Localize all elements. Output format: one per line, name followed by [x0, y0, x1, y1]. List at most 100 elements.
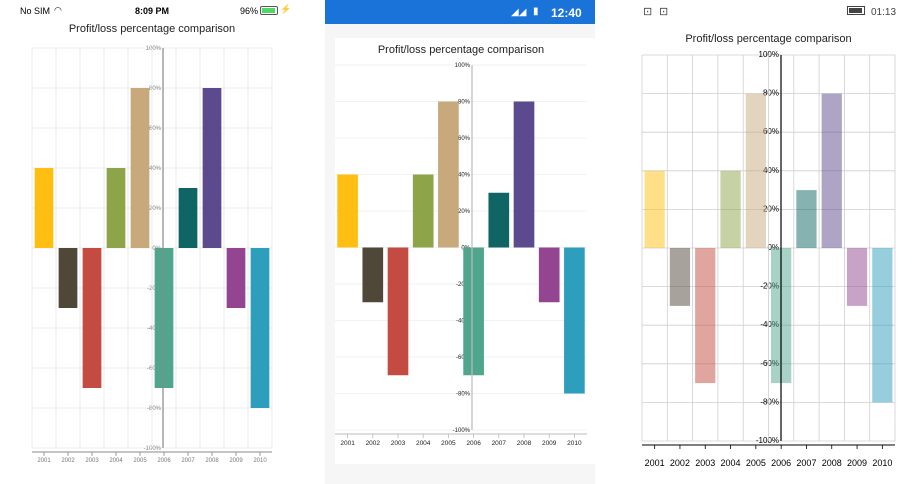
x-tick-label: 2010 — [872, 458, 892, 468]
wifi-icon: ◠ — [54, 5, 62, 15]
x-tick-label: 2004 — [416, 440, 431, 447]
bar-2009 — [538, 247, 560, 303]
y-tick-label: 40% — [458, 173, 471, 179]
chart-title: Profit/loss percentage comparison — [685, 33, 851, 45]
chart-title: Profit/loss percentage comparison — [378, 44, 544, 56]
y-tick-label: 60% — [149, 126, 162, 132]
x-tick-label: 2007 — [181, 458, 195, 464]
x-tick-label: 2001 — [645, 458, 665, 468]
chart-title: Profit/loss percentage comparison — [69, 23, 235, 35]
bar-2008 — [513, 101, 535, 248]
x-tick-label: 2009 — [542, 440, 557, 447]
y-tick-label: -80% — [760, 397, 779, 406]
signal-icon: ◢◢ — [511, 7, 527, 18]
bar-2004 — [106, 168, 126, 248]
x-tick-label: 2008 — [822, 458, 842, 468]
y-tick-label: -20% — [760, 282, 779, 291]
x-tick-label: 2007 — [796, 458, 816, 468]
bar-2006 — [154, 248, 174, 388]
bar-2010 — [872, 248, 893, 403]
chart-ios: Profit/loss percentage comparison -100% -8… — [31, 23, 273, 464]
bar-2006 — [463, 247, 484, 376]
x-tick-label: 2006 — [771, 458, 791, 468]
x-tick-label: 2006 — [466, 440, 481, 447]
bar-2002 — [669, 248, 691, 306]
x-tick-label: 2007 — [492, 440, 507, 447]
y-tick-label: 40% — [149, 166, 162, 172]
status-time: 8:09 PM — [135, 6, 170, 16]
bar-2005 — [438, 101, 459, 248]
bar-2001 — [34, 168, 54, 248]
x-tick-label: 2009 — [229, 458, 243, 464]
ios-status-bar: No SIM ◠ 8:09 PM 96% ⚡ — [0, 0, 300, 22]
y-tick-label: 80% — [149, 86, 162, 92]
bar-2008 — [821, 93, 842, 248]
bar-2005 — [130, 88, 150, 248]
chart-android: Profit/loss percentage comparison -100% -8… — [335, 44, 587, 447]
y-tick-label: 100% — [759, 50, 779, 59]
y-tick-label: 100% — [455, 63, 471, 69]
x-tick-label: 2002 — [670, 458, 690, 468]
x-tick-label: 2010 — [253, 458, 267, 464]
sim-icon: ⊡ — [643, 6, 653, 18]
bar-2009 — [226, 248, 246, 308]
bar-2010 — [250, 248, 270, 408]
bar-2003 — [695, 248, 716, 384]
y-tick-label: -80% — [147, 406, 162, 412]
battery-icon: ▮ — [533, 6, 539, 17]
y-tick-label: 60% — [458, 136, 471, 142]
x-tick-label: 2006 — [157, 458, 171, 464]
y-tick-label: -100% — [756, 436, 779, 445]
x-tick-label: 2003 — [85, 458, 99, 464]
bar-2007 — [488, 192, 510, 248]
x-tick-label: 2002 — [366, 440, 381, 447]
y-tick-label: 60% — [763, 127, 779, 136]
bar-2001 — [644, 170, 665, 248]
bar-2009 — [846, 248, 868, 306]
bar-2003 — [82, 248, 102, 388]
bar-2003 — [387, 247, 409, 376]
x-tick-label: 2001 — [37, 458, 51, 464]
y-tick-label: 20% — [149, 206, 162, 212]
x-tick-label: 2003 — [695, 458, 715, 468]
android-status-bar: ◢◢ ▮ 12:40 — [325, 0, 595, 24]
sim-icon-2: ⊡ — [659, 6, 669, 18]
x-tick-label: 2002 — [61, 458, 75, 464]
x-tick-label: 2005 — [746, 458, 766, 468]
bar-2001 — [337, 174, 358, 248]
bar-2007 — [796, 190, 817, 248]
status-time: 01:13 — [871, 7, 897, 18]
bar-2004 — [412, 174, 434, 248]
carrier-label: No SIM — [20, 6, 51, 16]
windows-status-bar: ⊡ ⊡ 01:13 — [625, 0, 917, 22]
x-tick-label: 2004 — [109, 458, 123, 464]
battery-percent: 96% — [240, 6, 259, 16]
x-tick-label: 2008 — [205, 458, 219, 464]
y-tick-label: 20% — [763, 204, 779, 213]
bar-2008 — [202, 88, 222, 248]
x-tick-label: 2009 — [847, 458, 867, 468]
y-tick-label: -60% — [760, 359, 779, 368]
bar-2002 — [362, 247, 384, 303]
bar-2010 — [564, 247, 585, 394]
x-tick-label: 2001 — [340, 440, 355, 447]
x-tick-label: 2003 — [391, 440, 406, 447]
y-tick-label: -100% — [144, 446, 162, 452]
charging-icon: ⚡ — [280, 4, 292, 14]
x-tick-label: 2008 — [517, 440, 532, 447]
x-tick-label: 2005 — [133, 458, 147, 464]
chart-windows: Profit/loss percentage comparison -100% -8… — [641, 33, 896, 468]
y-tick-label: 100% — [146, 46, 162, 52]
y-tick-label: -40% — [760, 320, 779, 329]
y-tick-label: 20% — [458, 209, 471, 215]
y-tick-label: -60% — [147, 366, 162, 372]
y-tick-label: 80% — [763, 89, 779, 98]
bar-2005 — [745, 93, 766, 248]
android-panel: ◢◢ ▮ 12:40 Profit/loss percentage compar… — [325, 0, 595, 484]
y-tick-label: 80% — [458, 100, 471, 106]
battery-icon — [260, 6, 278, 15]
y-tick-label: -80% — [456, 392, 471, 398]
y-tick-label: -40% — [147, 326, 162, 332]
x-tick-label: 2004 — [721, 458, 741, 468]
bar-2007 — [178, 188, 198, 248]
